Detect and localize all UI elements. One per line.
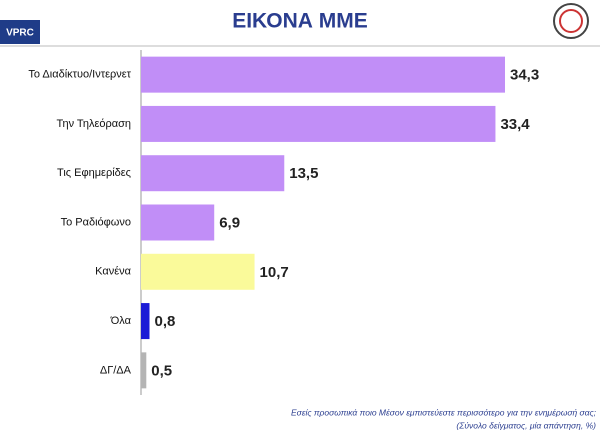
value-label: 34,3 [510, 67, 539, 84]
chart-title: ΕΙΚΟΝΑ ΜΜΕ [232, 10, 368, 33]
category-label: Το Διαδίκτυο/Ιντερνετ [28, 69, 131, 81]
value-label: 33,4 [500, 116, 530, 133]
category-label: Τις Εφημερίδες [57, 167, 131, 179]
value-label: 6,9 [219, 214, 240, 231]
value-label: 0,5 [151, 362, 172, 379]
bar [141, 253, 255, 290]
logo-box [0, 20, 40, 44]
logo-right [553, 3, 589, 39]
logo-right-inner [559, 9, 583, 33]
bar [141, 105, 496, 142]
category-label: Την Τηλεόραση [57, 118, 131, 130]
footnote: Εσείς προσωπικά ποιο Μέσον εμπιστεύεστε … [291, 407, 597, 417]
footnote: (Σύνολο δείγματος, μία απάντηση, %) [456, 420, 596, 430]
bar [141, 303, 150, 340]
category-label: Όλα [110, 315, 132, 327]
category-label: Το Ραδιόφωνο [61, 216, 131, 228]
bar [141, 204, 215, 241]
bar [141, 155, 285, 192]
value-label: 10,7 [260, 264, 289, 281]
category-label: Κανένα [95, 266, 131, 278]
bar [141, 352, 147, 389]
logo-text: VPRC [6, 28, 34, 39]
bar [141, 56, 505, 93]
category-label: ΔΓ/ΔΑ [100, 364, 132, 376]
value-label: 0,8 [154, 313, 175, 330]
value-label: 13,5 [289, 165, 318, 182]
